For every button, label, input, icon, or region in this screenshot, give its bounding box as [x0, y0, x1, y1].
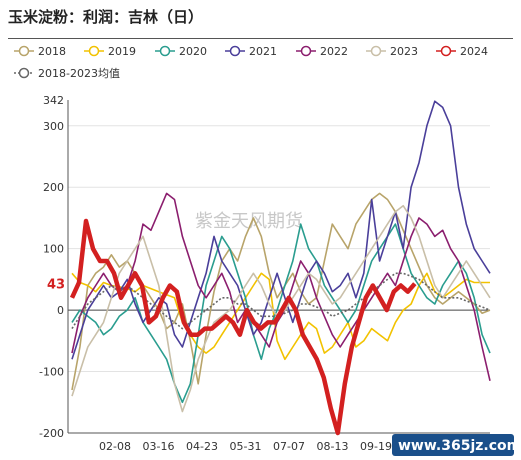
- site-logo-background: [392, 434, 514, 456]
- legend-marker: [18, 45, 30, 57]
- legend-label: 2018-2023均值: [38, 67, 120, 80]
- y-tick-label: -100: [39, 366, 64, 379]
- legend-marker: [370, 45, 382, 57]
- legend-marker: [18, 67, 30, 79]
- title-divider: [8, 38, 513, 39]
- axis-labels: -200 -100 0 100 200 300 342 02-08 03-16 04-23 05-3…: [39, 94, 435, 453]
- x-tick-label: 03-16: [143, 440, 175, 453]
- watermark-text: 紫金天风期货: [195, 211, 303, 232]
- site-logo: www.365jz.com: [392, 434, 521, 456]
- legend-item: 2021: [225, 45, 277, 58]
- y-tick-label: 100: [43, 243, 64, 256]
- legend-item: 2018: [14, 45, 66, 58]
- chart-title: 玉米淀粉：利润：吉林（日）: [8, 8, 204, 26]
- legend-label: 2020: [179, 45, 207, 58]
- y-tick-label: 200: [43, 181, 64, 194]
- legend-marker: [229, 45, 241, 57]
- legend-label: 2022: [320, 45, 348, 58]
- legend-marker: [440, 45, 452, 57]
- legend-label: 2021: [249, 45, 277, 58]
- legend: 2018 2019 2020 2021 2022 2023 2024 2018-2023均值: [14, 45, 488, 80]
- x-tick-label: 05-31: [230, 440, 262, 453]
- y-tick-label: 342: [43, 94, 64, 107]
- legend-item: 2022: [296, 45, 348, 58]
- legend-label: 2018: [38, 45, 66, 58]
- legend-item: 2024: [436, 45, 488, 58]
- x-tick-label: 08-13: [317, 440, 349, 453]
- legend-marker: [159, 45, 171, 57]
- axes: [67, 100, 490, 434]
- series-line-2024: [69, 218, 417, 436]
- latest-value-label: 43: [47, 278, 65, 293]
- site-logo-text: www.365jz.com: [398, 438, 521, 454]
- legend-label: 2024: [460, 45, 488, 58]
- legend-item: 2019: [84, 45, 136, 58]
- x-tick-label: 09-19: [360, 440, 392, 453]
- y-tick-label: -200: [39, 427, 64, 440]
- series-lines: [69, 100, 491, 436]
- legend-item: 2018-2023均值: [14, 67, 120, 80]
- series-line-2021: [71, 100, 491, 360]
- x-tick-label: 07-07: [273, 440, 305, 453]
- x-tick-label: 02-08: [99, 440, 131, 453]
- legend-item: 2023: [366, 45, 418, 58]
- legend-label: 2019: [108, 45, 136, 58]
- legend-marker: [88, 45, 100, 57]
- legend-item: 2020: [155, 45, 207, 58]
- y-tick-label: 0: [57, 304, 64, 317]
- series-line-2022: [71, 192, 491, 381]
- x-tick-label: 04-23: [186, 440, 218, 453]
- legend-label: 2023: [390, 45, 418, 58]
- legend-marker: [300, 45, 312, 57]
- y-tick-label: 300: [43, 120, 64, 133]
